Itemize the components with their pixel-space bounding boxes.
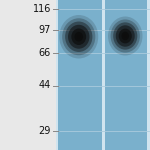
Bar: [102, 0, 105, 150]
Bar: [56, 0, 150, 150]
Text: 29: 29: [39, 126, 51, 135]
Ellipse shape: [65, 21, 92, 52]
Bar: [56, 0, 58, 150]
Ellipse shape: [62, 18, 95, 55]
Text: 97: 97: [39, 25, 51, 35]
Ellipse shape: [59, 15, 98, 59]
Text: 66: 66: [39, 48, 51, 57]
Ellipse shape: [74, 32, 83, 42]
Ellipse shape: [119, 29, 132, 43]
Bar: [147, 0, 150, 150]
Ellipse shape: [68, 25, 89, 49]
Ellipse shape: [111, 20, 140, 52]
Ellipse shape: [113, 22, 137, 50]
Ellipse shape: [116, 25, 135, 47]
Text: 116: 116: [33, 4, 51, 14]
Ellipse shape: [108, 16, 142, 56]
Ellipse shape: [71, 28, 86, 45]
Ellipse shape: [122, 32, 129, 40]
Text: 44: 44: [39, 81, 51, 90]
Ellipse shape: [77, 35, 80, 39]
Ellipse shape: [124, 34, 127, 38]
